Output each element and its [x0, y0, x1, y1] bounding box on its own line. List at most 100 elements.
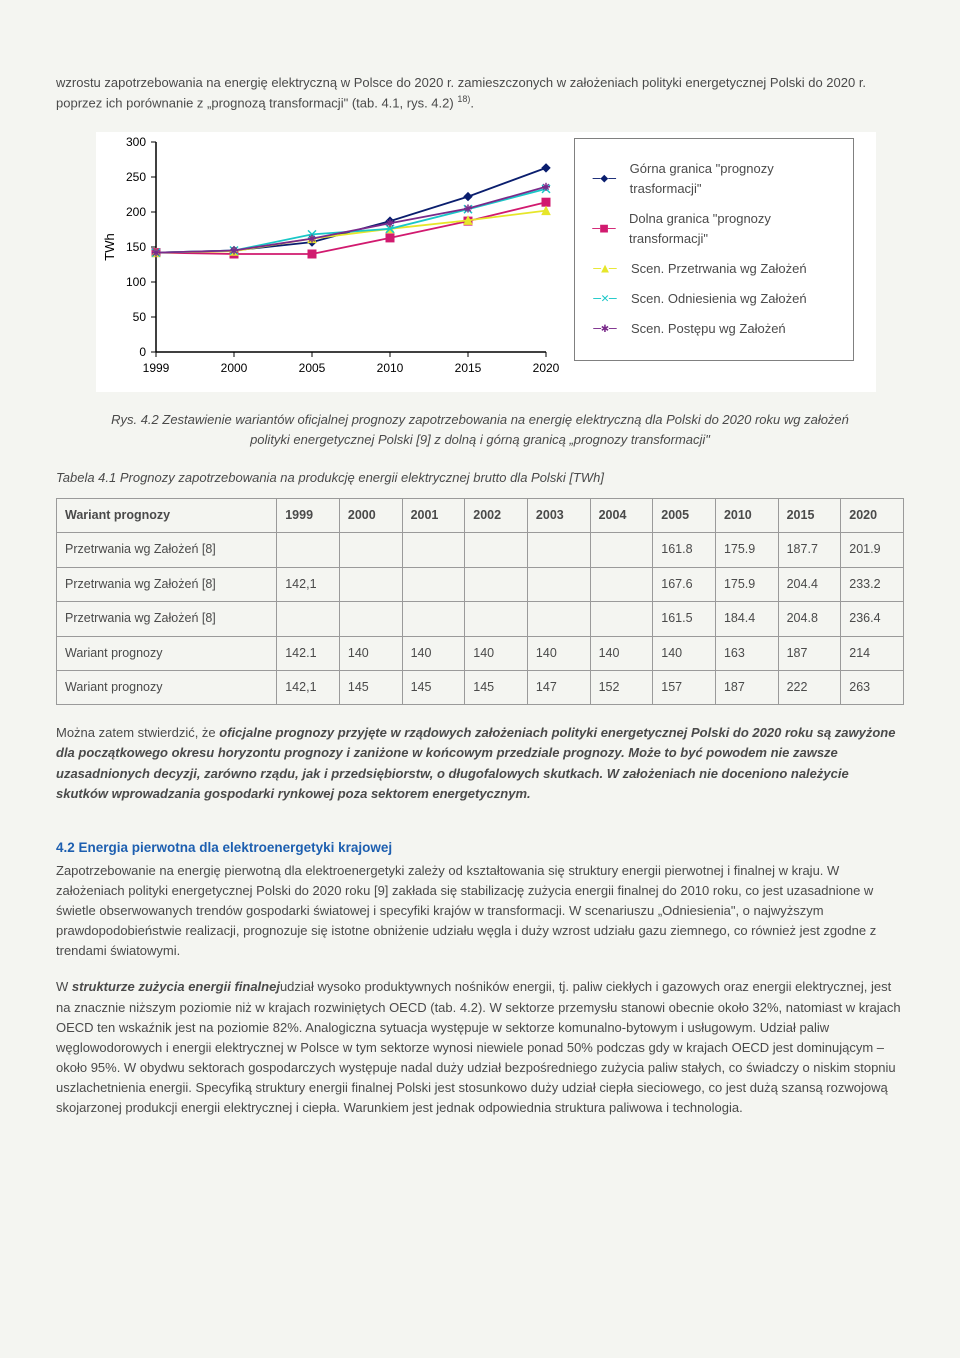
table-cell: 152	[590, 670, 653, 704]
table-cell	[402, 533, 465, 567]
table-cell	[339, 602, 402, 636]
table-cell	[277, 533, 340, 567]
legend-marker-icon: —▲—	[587, 259, 623, 279]
table-cell: 187	[715, 670, 778, 704]
legend-item: —✱— Scen. Postępu wg Założeń	[587, 319, 841, 339]
table-cell: 142.1	[277, 636, 340, 670]
table-header-cell: 2015	[778, 499, 841, 533]
table-cell	[402, 567, 465, 601]
table-cell: 233.2	[841, 567, 904, 601]
legend-item: —▲— Scen. Przetrwania wg Założeń	[587, 259, 841, 279]
table-cell: 157	[653, 670, 716, 704]
intro-paragraph: wzrostu zapotrzebowania na energię elekt…	[56, 73, 904, 114]
svg-text:300: 300	[126, 135, 146, 149]
table-cell: Wariant prognozy	[57, 636, 277, 670]
svg-text:200: 200	[126, 205, 146, 219]
para3-bold: strukturze zużycia energii finalnej	[72, 979, 280, 994]
table-cell: 236.4	[841, 602, 904, 636]
table-cell	[465, 533, 528, 567]
table-cell: 140	[653, 636, 716, 670]
table-cell: Przetrwania wg Założeń [8]	[57, 533, 277, 567]
table-cell	[527, 533, 590, 567]
table-cell: 167.6	[653, 567, 716, 601]
table-cell: 147	[527, 670, 590, 704]
table-header-cell: 1999	[277, 499, 340, 533]
table-cell: 142,1	[277, 670, 340, 704]
table-cell: 140	[527, 636, 590, 670]
intro-footnote-ref: 18)	[457, 94, 470, 104]
svg-text:2010: 2010	[377, 361, 404, 375]
table-cell	[402, 602, 465, 636]
table-row: Przetrwania wg Założeń [8]142,1167.6175.…	[57, 567, 904, 601]
section-4-2-para-2: W strukturze zużycia energii finalnejudz…	[56, 977, 904, 1118]
table-cell: 204.8	[778, 602, 841, 636]
table-cell	[527, 567, 590, 601]
table-cell: 222	[778, 670, 841, 704]
svg-text:0: 0	[139, 345, 146, 359]
table-cell: 145	[402, 670, 465, 704]
table-cell	[277, 602, 340, 636]
table-cell: 161.8	[653, 533, 716, 567]
table-cell	[590, 602, 653, 636]
section-heading-4-2: 4.2 Energia pierwotna dla elektroenerget…	[56, 838, 904, 859]
table-cell: 187	[778, 636, 841, 670]
svg-text:TWh: TWh	[102, 233, 117, 260]
para3-prefix: W	[56, 979, 72, 994]
svg-text:1999: 1999	[143, 361, 170, 375]
svg-text:2005: 2005	[299, 361, 326, 375]
table-row: Przetrwania wg Założeń [8]161.8175.9187.…	[57, 533, 904, 567]
table-cell	[590, 567, 653, 601]
svg-text:150: 150	[126, 240, 146, 254]
svg-text:250: 250	[126, 170, 146, 184]
table-header-cell: 2004	[590, 499, 653, 533]
table-header-cell: 2010	[715, 499, 778, 533]
svg-text:50: 50	[133, 310, 147, 324]
intro-tail: .	[470, 95, 474, 110]
table-cell: Przetrwania wg Założeń [8]	[57, 567, 277, 601]
table-cell: 145	[339, 670, 402, 704]
table-cell: 204.4	[778, 567, 841, 601]
table-cell: 140	[465, 636, 528, 670]
intro-text: wzrostu zapotrzebowania na energię elekt…	[56, 75, 866, 110]
legend-item: —◆—Górna granica "prognozy trasformacji"	[587, 159, 841, 199]
table-cell	[339, 533, 402, 567]
table-cell	[465, 602, 528, 636]
table-cell	[590, 533, 653, 567]
legend-label: Scen. Przetrwania wg Założeń	[631, 259, 807, 279]
chart-container: 0501001502002503001999200020052010201520…	[96, 132, 876, 392]
table-cell: 140	[339, 636, 402, 670]
table-caption: Tabela 4.1 Prognozy zapotrzebowania na p…	[56, 468, 904, 488]
line-chart: 0501001502002503001999200020052010201520…	[96, 132, 566, 392]
table-header-cell: 2002	[465, 499, 528, 533]
legend-item: —✕— Scen. Odniesienia wg Założeń	[587, 289, 841, 309]
table-cell: 214	[841, 636, 904, 670]
legend-marker-icon: —■—	[587, 219, 621, 239]
legend-marker-icon: —✕—	[587, 289, 623, 309]
table-cell: Przetrwania wg Założeń [8]	[57, 602, 277, 636]
conclusion-prefix: Można zatem stwierdzić, że	[56, 725, 219, 740]
legend-marker-icon: —✱—	[587, 319, 623, 339]
legend-label: Scen. Odniesienia wg Założeń	[631, 289, 807, 309]
table-cell: 161.5	[653, 602, 716, 636]
table-cell: 145	[465, 670, 528, 704]
section-4-2-para-1: Zapotrzebowanie na energię pierwotną dla…	[56, 861, 904, 962]
table-cell: Wariant prognozy	[57, 670, 277, 704]
table-header-cell: 2003	[527, 499, 590, 533]
table-cell: 175.9	[715, 533, 778, 567]
svg-text:100: 100	[126, 275, 146, 289]
forecast-table: Wariant prognozy 199920002001200220032004…	[56, 498, 904, 705]
table-cell: 175.9	[715, 567, 778, 601]
legend-label: Dolna granica "prognozy transformacji"	[629, 209, 841, 249]
legend-label: Scen. Postępu wg Założeń	[631, 319, 786, 339]
table-cell	[465, 567, 528, 601]
table-cell: 163	[715, 636, 778, 670]
legend-label: Górna granica "prognozy trasformacji"	[630, 159, 841, 199]
table-cell	[339, 567, 402, 601]
conclusion-paragraph: Można zatem stwierdzić, że oficjalne pro…	[56, 723, 904, 804]
table-header-cell: 2000	[339, 499, 402, 533]
table-cell: 140	[590, 636, 653, 670]
table-header-cell: 2001	[402, 499, 465, 533]
table-cell: 263	[841, 670, 904, 704]
svg-text:2020: 2020	[533, 361, 560, 375]
chart-legend: —◆—Górna granica "prognozy trasformacji"…	[574, 138, 854, 361]
